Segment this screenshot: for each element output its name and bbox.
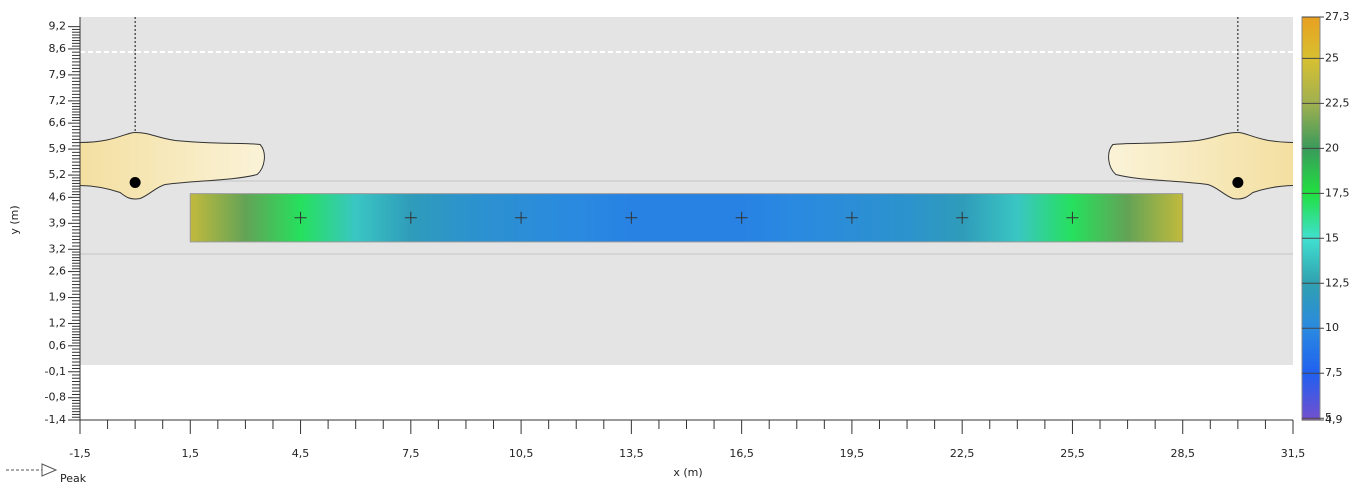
- x-tick-label: 31,5: [1281, 447, 1306, 460]
- colorbar-tick-label: 17,5: [1325, 186, 1350, 199]
- y-tick-label: 2,6: [49, 265, 67, 278]
- luminaire: [1232, 177, 1244, 189]
- grid-point: [515, 211, 528, 224]
- y-tick-label: 5,9: [49, 142, 67, 155]
- legend-symbol: [41, 463, 58, 477]
- x-tick-label: 1,5: [182, 447, 200, 460]
- colorbar-tick-label: 15: [1325, 231, 1339, 244]
- grid-point: [735, 211, 748, 224]
- y-tick-label: -0,8: [45, 391, 66, 404]
- colorbar-tick-label: 20: [1325, 141, 1339, 154]
- x-tick-label: 19,5: [840, 447, 865, 460]
- y-tick-label: 4,6: [49, 190, 67, 203]
- y-tick-label: -0,1: [45, 365, 66, 378]
- luminaire: [129, 177, 141, 189]
- y-tick-label: 6,6: [49, 116, 67, 129]
- x-tick-label: 7,5: [402, 447, 420, 460]
- x-tick-label: -1,5: [69, 447, 90, 460]
- colorbar-tick-label: 22,5: [1325, 96, 1350, 109]
- colorbar-tick-label: 25: [1325, 51, 1339, 64]
- x-tick-label: 16,5: [729, 447, 754, 460]
- y-tick-label: 3,9: [49, 216, 67, 229]
- y-tick-label: 1,2: [49, 317, 67, 330]
- y-tick-label: 5,2: [49, 168, 67, 181]
- grid-point: [294, 211, 307, 224]
- y-tick-label: 9,2: [49, 20, 67, 33]
- x-tick-label: 25,5: [1060, 447, 1085, 460]
- grid-point: [956, 211, 969, 224]
- grid-point: [404, 211, 417, 224]
- x-tick-label: 22,5: [950, 447, 975, 460]
- colorbar: [1301, 16, 1321, 421]
- y-tick-label: 3,2: [49, 242, 67, 255]
- y-tick-label: 7,9: [49, 68, 67, 81]
- luminaire-distribution: [1108, 132, 1293, 200]
- x-tick-label: 13,5: [619, 447, 644, 460]
- x-tick-label: 28,5: [1170, 447, 1195, 460]
- calculation-field: [189, 193, 1184, 243]
- grid-point: [625, 211, 638, 224]
- luminaire-distribution: [80, 132, 265, 200]
- colorbar-tick-label: 12,5: [1325, 276, 1350, 289]
- y-axis-label: y (m): [8, 205, 21, 234]
- x-axis-label: x (m): [673, 466, 702, 479]
- y-tick-label: 7,2: [49, 94, 67, 107]
- colorbar-tick-label: 4,9: [1325, 413, 1343, 426]
- grid-point: [1066, 211, 1079, 224]
- colorbar-tick-label: 27,3: [1325, 10, 1350, 23]
- colorbar-tick-label: 7,5: [1325, 366, 1343, 379]
- legend-label: Peak: [60, 472, 87, 484]
- y-tick-label: 8,6: [49, 42, 67, 55]
- x-tick-label: 10,5: [509, 447, 534, 460]
- colorbar-tick-label: 5: [1325, 411, 1332, 424]
- colorbar-tick-label: 10: [1325, 321, 1339, 334]
- x-tick-label: 4,5: [292, 447, 310, 460]
- grid-point: [845, 211, 858, 224]
- y-tick-label: 0,6: [49, 339, 67, 352]
- roadway: [80, 17, 1293, 365]
- y-tick-label: -1,4: [45, 413, 66, 426]
- y-tick-label: 1,9: [49, 291, 67, 304]
- plot-content: [80, 17, 1293, 243]
